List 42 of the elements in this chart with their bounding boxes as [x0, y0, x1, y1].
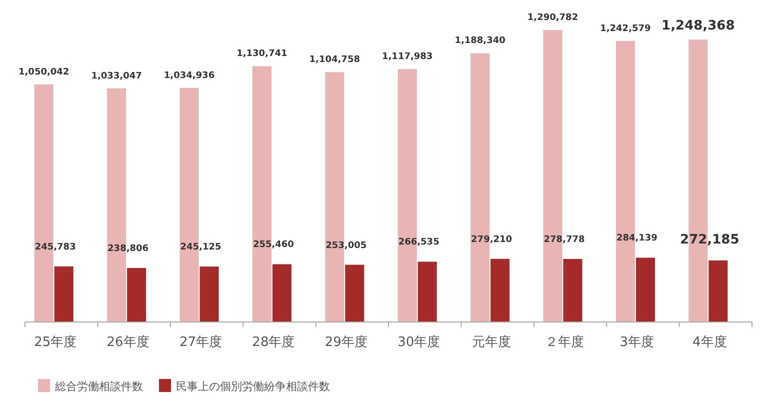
data-label: 1,248,368	[662, 18, 735, 34]
x-tick-label: 26年度	[106, 334, 150, 350]
x-tick-label: 25年度	[34, 334, 77, 350]
x-tick-label: 元年度	[472, 334, 512, 350]
data-label: 1,242,579	[600, 24, 651, 34]
bar	[636, 258, 655, 322]
data-label: 278,778	[544, 234, 585, 245]
data-label: 238,806	[108, 244, 149, 254]
data-label: 1,050,042	[18, 67, 70, 78]
data-label: 1,290,782	[527, 13, 578, 23]
data-label: 245,125	[180, 242, 222, 253]
bar	[54, 266, 74, 322]
data-label: 245,783	[34, 242, 76, 252]
bar	[563, 258, 582, 322]
data-label: 1,104,758	[309, 55, 360, 66]
legend-label: 民事上の個別労働紛争相談件数	[176, 380, 330, 393]
data-label: 1,130,741	[236, 49, 288, 60]
x-tick-label: 4年度	[692, 334, 727, 350]
bar	[127, 268, 146, 322]
data-label: 1,033,047	[91, 71, 142, 82]
data-label: 1,117,983	[382, 52, 433, 62]
bar	[200, 266, 219, 322]
x-tick-label: 29年度	[324, 334, 368, 350]
data-label: 266,535	[398, 238, 440, 248]
bar	[418, 262, 437, 322]
x-tick-label: ２年度	[544, 334, 584, 350]
data-label: 279,210	[471, 234, 512, 245]
data-label: 272,185	[680, 232, 740, 248]
data-label: 1,188,340	[454, 36, 506, 46]
x-tick-label: 30年度	[398, 334, 440, 350]
legend-label: 総合労働相談件数	[54, 380, 143, 393]
data-label: 1,034,936	[164, 70, 215, 81]
x-tick-label: 27年度	[179, 334, 222, 350]
data-label: 255,460	[252, 240, 294, 250]
data-label: 253,005	[326, 240, 367, 251]
data-label: 284,139	[616, 234, 658, 244]
x-tick-label: 3年度	[620, 334, 654, 350]
bar	[490, 258, 510, 322]
bar	[272, 264, 292, 322]
x-tick-label: 28年度	[252, 334, 295, 350]
bar	[345, 264, 364, 322]
bar	[708, 260, 728, 322]
